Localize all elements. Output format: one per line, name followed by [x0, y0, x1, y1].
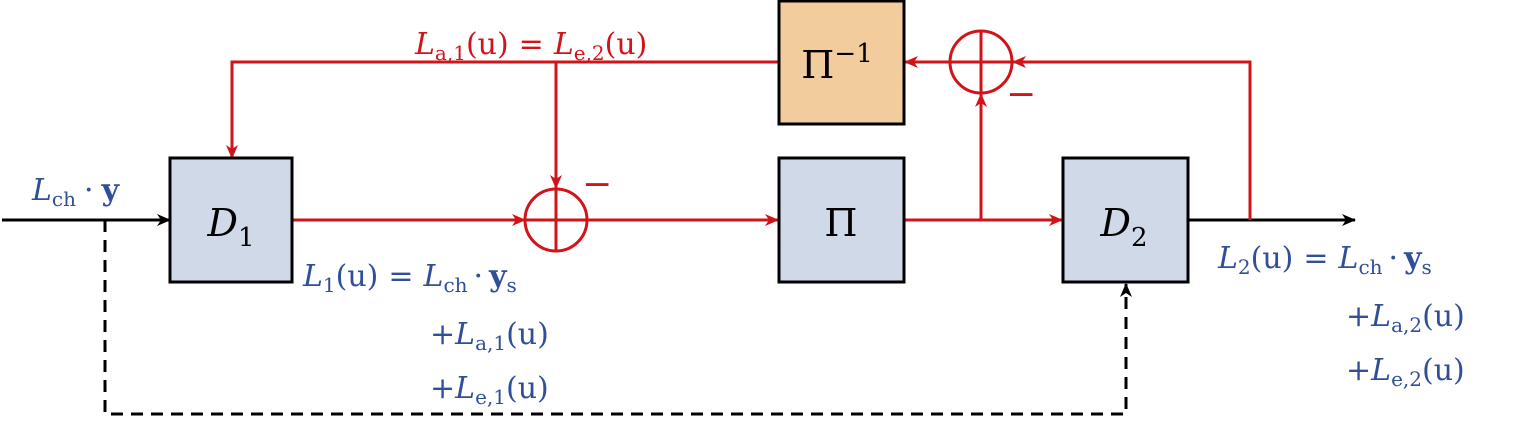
- interleaver-block: Π: [777, 156, 906, 284]
- top-adder: [948, 29, 1014, 95]
- l2-line1: L2(u) = Lch · ys: [1217, 241, 1432, 279]
- l1-line3: +Le,1(u): [430, 371, 549, 409]
- dashed-systematic-path: [103, 220, 1132, 416]
- svg-text:Π−1: Π−1: [801, 39, 872, 87]
- d2-output-feedback-path: [1012, 56, 1252, 220]
- l2-line2: +La,2(u): [1346, 299, 1465, 337]
- deinterleaver-block: Π−1: [777, 0, 906, 126]
- d2-subscript: 2: [1131, 223, 1148, 253]
- input-label: Lch · y: [31, 173, 121, 211]
- deinterleaver-to-d1-path: [226, 60, 778, 159]
- interleaver-label: Π: [824, 201, 857, 245]
- svg-text:D2: D2: [1099, 201, 1147, 253]
- svg-text:D1: D1: [206, 201, 254, 253]
- bottom-adder: [523, 187, 589, 253]
- feedback-label: La,1(u) = Le,2(u): [414, 27, 647, 65]
- deinterleaver-superscript: −1: [834, 39, 872, 69]
- d1-label: D: [206, 201, 237, 245]
- d1-subscript: 1: [238, 223, 255, 253]
- deinterleaver-label: Π: [801, 43, 834, 87]
- l1-line2: +La,1(u): [430, 317, 549, 355]
- l2-line3: +Le,2(u): [1346, 353, 1465, 391]
- decoder-d2-block: D2: [1061, 156, 1190, 284]
- top-adder-minus-sign: −: [1006, 74, 1036, 115]
- d2-label: D: [1099, 201, 1130, 245]
- bottom-adder-minus-sign: −: [582, 164, 612, 205]
- l1-line1: L1(u) = Lch · ys: [302, 259, 517, 297]
- decoder-d1-block: D1: [168, 156, 294, 284]
